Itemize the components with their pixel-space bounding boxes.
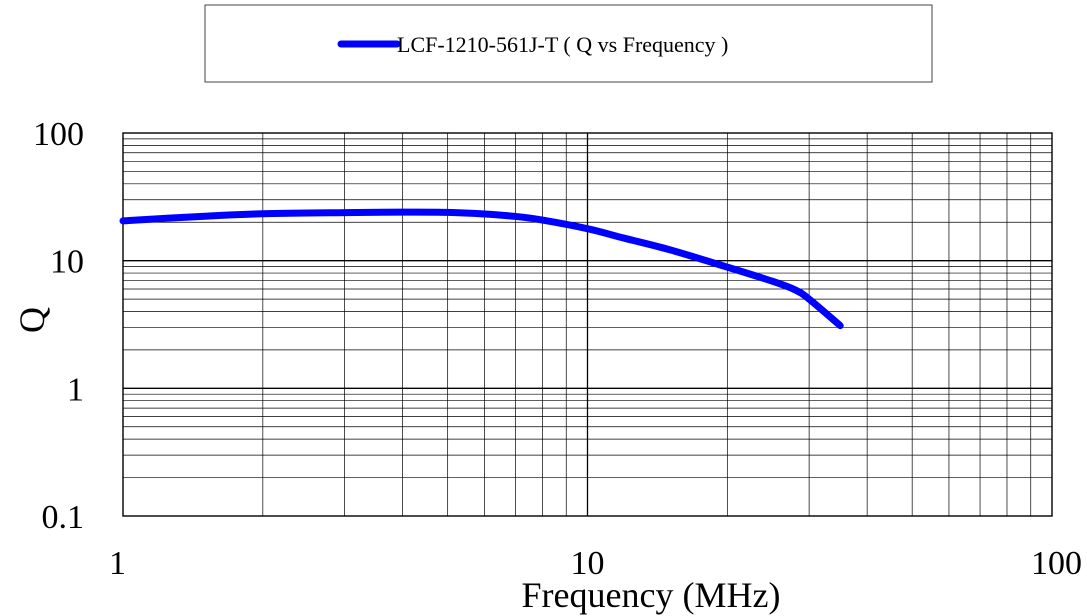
y-tick-label: 100: [33, 116, 84, 153]
plot-frame: [122, 132, 1053, 517]
series-layer: [119, 208, 844, 330]
legend-label: LCF-1210-561J-T ( Q vs Frequency ): [397, 32, 728, 57]
plot-grid: [123, 133, 1052, 516]
legend-box: [204, 4, 933, 83]
y-tick-label: 10: [50, 244, 84, 281]
x-tick-label: 10: [571, 545, 605, 582]
x-tick-label: 100: [1031, 545, 1082, 582]
series-line: [119, 208, 844, 330]
tick-labels: 1 10 100 100 10 1 0.1: [33, 116, 1082, 582]
x-tick-label: 1: [109, 545, 126, 582]
y-tick-label: 1: [67, 371, 84, 408]
y-tick-label: 0.1: [42, 499, 85, 536]
y-axis-title: Q: [12, 307, 52, 333]
x-axis-title: Frequency (MHz): [522, 575, 781, 615]
